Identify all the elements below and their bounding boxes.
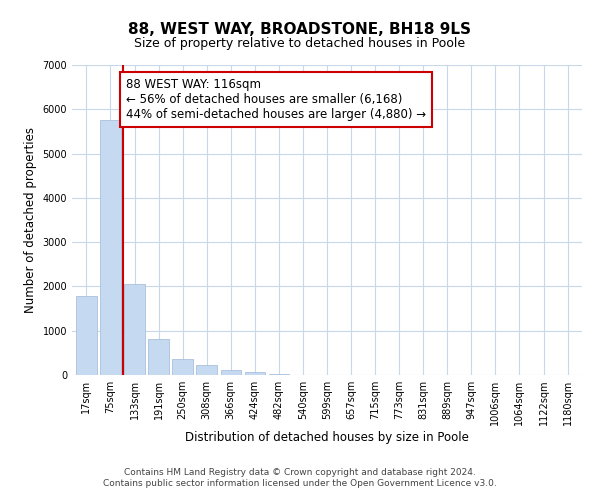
Text: 88, WEST WAY, BROADSTONE, BH18 9LS: 88, WEST WAY, BROADSTONE, BH18 9LS <box>128 22 472 38</box>
Bar <box>196 366 217 375</box>
Bar <box>221 370 241 375</box>
Text: Contains HM Land Registry data © Crown copyright and database right 2024.
Contai: Contains HM Land Registry data © Crown c… <box>103 468 497 487</box>
Bar <box>172 359 193 375</box>
Bar <box>124 284 145 375</box>
X-axis label: Distribution of detached houses by size in Poole: Distribution of detached houses by size … <box>185 431 469 444</box>
Bar <box>245 372 265 375</box>
Bar <box>269 374 289 375</box>
Text: 88 WEST WAY: 116sqm
← 56% of detached houses are smaller (6,168)
44% of semi-det: 88 WEST WAY: 116sqm ← 56% of detached ho… <box>126 78 426 122</box>
Y-axis label: Number of detached properties: Number of detached properties <box>24 127 37 313</box>
Bar <box>148 338 169 375</box>
Text: Size of property relative to detached houses in Poole: Size of property relative to detached ho… <box>134 38 466 51</box>
Bar <box>76 296 97 375</box>
Bar <box>100 120 121 375</box>
